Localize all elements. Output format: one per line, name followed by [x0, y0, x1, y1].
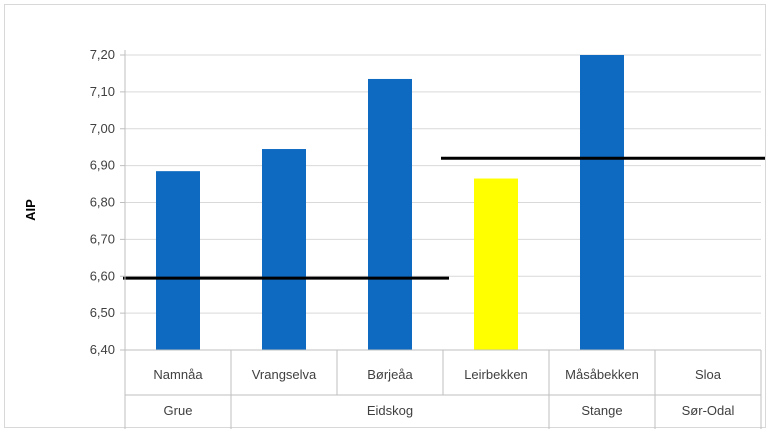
y-tick-label: 6,80	[90, 195, 115, 210]
gridlines	[125, 54, 761, 351]
reference-lines	[123, 156, 765, 280]
bars	[156, 55, 624, 350]
category-label: Namnåa	[153, 367, 203, 382]
group-label: Grue	[164, 403, 193, 418]
y-tick-label: 6,50	[90, 305, 115, 320]
group-label: Stange	[581, 403, 622, 418]
y-tick-label: 7,00	[90, 121, 115, 136]
bar	[474, 178, 518, 350]
y-axis-title: AIP	[23, 199, 38, 221]
y-tick-label: 7,20	[90, 47, 115, 62]
y-tick-label: 6,90	[90, 158, 115, 173]
y-tick-label: 6,60	[90, 268, 115, 283]
group-label: Sør-Odal	[682, 403, 735, 418]
bar	[580, 55, 624, 350]
category-label: Leirbekken	[464, 367, 528, 382]
y-tick-label: 7,10	[90, 84, 115, 99]
category-label: Vrangselva	[252, 367, 317, 382]
y-tick-label: 6,40	[90, 342, 115, 357]
bar	[156, 171, 200, 350]
axis-labels: 6,40 6,50 6,60 6,70 6,80 6,90 7,00 7,10 7,20 Namn…	[90, 47, 735, 418]
bar	[368, 78, 412, 350]
axes	[120, 50, 762, 429]
category-label: Børjeåa	[367, 367, 413, 382]
y-tick-label: 6,70	[90, 231, 115, 246]
bar-chart: 6,40 6,50 6,60 6,70 6,80 6,90 7,00 7,10 7,20 Namn…	[23, 47, 765, 429]
group-label: Eidskog	[367, 403, 413, 418]
chart-frame: 6,40 6,50 6,60 6,70 6,80 6,90 7,00 7,10 7,20 Namn…	[4, 4, 766, 429]
category-label: Sloa	[695, 367, 722, 382]
category-label: Måsåbekken	[565, 367, 639, 382]
bar	[262, 149, 306, 350]
